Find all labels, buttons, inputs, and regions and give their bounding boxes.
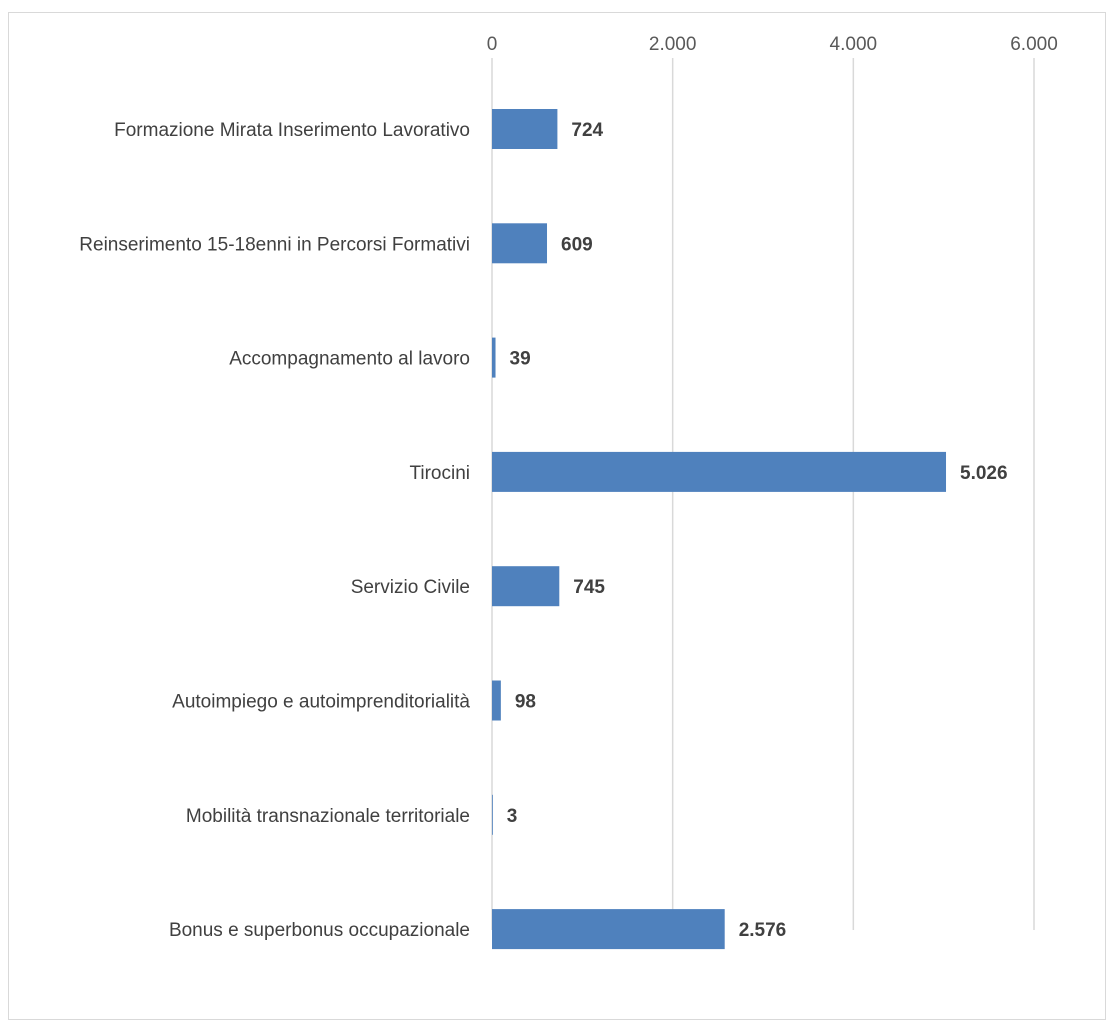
data-label: 3 — [507, 806, 518, 827]
data-label: 2.576 — [739, 920, 787, 941]
category-label: Bonus e superbonus occupazionale — [169, 920, 470, 941]
data-label: 609 — [561, 234, 593, 255]
data-label: 39 — [510, 349, 531, 370]
category-label: Reinserimento 15-18enni in Percorsi Form… — [79, 234, 470, 255]
bar-5 — [492, 566, 560, 607]
bar-7 — [492, 794, 493, 835]
category-label: Formazione Mirata Inserimento Lavorativo — [114, 120, 470, 141]
category-label: Tirocini — [409, 463, 470, 484]
data-labels: 724 609 39 5.026 745 98 3 2.576 — [507, 120, 1008, 941]
x-tick-label: 0 — [487, 34, 498, 55]
category-labels: Formazione Mirata Inserimento Lavorativo… — [79, 120, 470, 941]
bar-8 — [492, 909, 725, 950]
bar-4 — [492, 451, 947, 492]
x-tick-label: 4.000 — [830, 34, 878, 55]
category-label: Servizio Civile — [351, 577, 470, 598]
bar-layer — [492, 109, 947, 950]
grid-layer — [491, 58, 1035, 930]
category-label: Autoimpiego e autoimprenditorialità — [172, 692, 470, 713]
data-label: 724 — [571, 120, 603, 141]
category-label: Mobilità transnazionale territoriale — [186, 806, 470, 827]
data-label: 5.026 — [960, 463, 1008, 484]
data-label: 745 — [573, 577, 605, 598]
x-axis-ticks: 0 2.000 4.000 6.000 — [487, 34, 1058, 55]
bar-6 — [492, 680, 501, 721]
category-label: Accompagnamento al lavoro — [229, 349, 470, 370]
bar-3 — [492, 337, 496, 378]
bar-2 — [492, 223, 548, 264]
bar-1 — [492, 109, 558, 149]
x-tick-label: 6.000 — [1010, 34, 1058, 55]
x-tick-label: 2.000 — [649, 34, 697, 55]
data-label: 98 — [515, 692, 536, 713]
chart-frame — [8, 12, 1106, 1020]
